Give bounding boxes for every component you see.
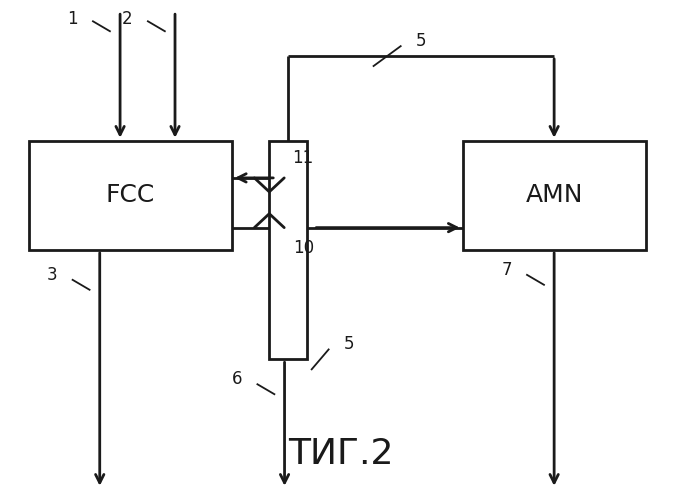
Text: AMN: AMN <box>525 184 583 208</box>
Text: 10: 10 <box>293 238 314 256</box>
Text: FCC: FCC <box>106 184 155 208</box>
Text: 2: 2 <box>122 10 133 28</box>
Text: 5: 5 <box>344 336 354 353</box>
Text: 5: 5 <box>416 32 426 50</box>
Text: 1: 1 <box>67 10 78 28</box>
Text: 3: 3 <box>47 266 58 284</box>
Bar <box>269 140 306 360</box>
Text: 6: 6 <box>232 370 242 388</box>
Text: 7: 7 <box>501 261 512 279</box>
Text: 11: 11 <box>293 149 314 167</box>
Bar <box>29 140 232 250</box>
Text: ΤИГ.2: ΤИГ.2 <box>288 437 393 471</box>
Bar <box>462 140 646 250</box>
